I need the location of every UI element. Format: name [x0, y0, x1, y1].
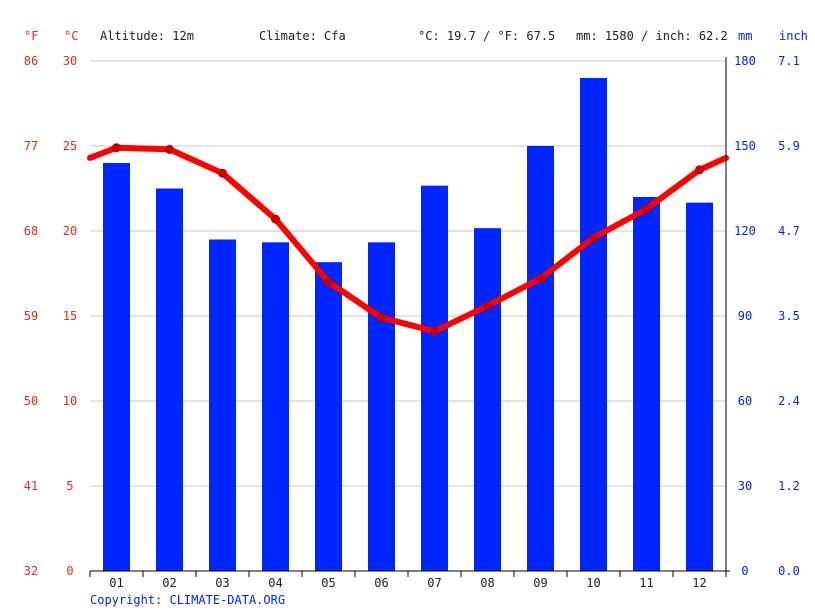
temperature-point — [112, 143, 121, 153]
fahrenheit-tick-label: 77 — [24, 139, 38, 153]
month-tick-label: 09 — [533, 576, 547, 590]
temperature-summary: °C: 19.7 / °F: 67.5 — [418, 29, 555, 43]
inch-tick-label: 3.5 — [778, 309, 800, 323]
inch-tick-label: 2.4 — [778, 394, 800, 408]
temperature-point — [218, 168, 227, 178]
mm-tick-label: 60 — [738, 394, 752, 408]
altitude-label: Altitude: 12m — [100, 29, 194, 43]
precipitation-bar — [633, 197, 660, 571]
month-tick-label: 12 — [692, 576, 706, 590]
precipitation-bar — [262, 242, 289, 572]
temperature-point — [536, 274, 545, 284]
fahrenheit-tick-label: 68 — [24, 224, 38, 238]
precipitation-bar — [580, 78, 607, 571]
celsius-tick-label: 15 — [63, 309, 77, 323]
precipitation-summary: mm: 1580 / inch: 62.2 — [576, 29, 728, 43]
axes — [89, 57, 730, 577]
mm-unit-label: mm — [738, 29, 752, 43]
precipitation-bar — [103, 163, 130, 571]
temperature-point — [695, 165, 704, 175]
precipitation-bar — [421, 185, 448, 571]
month-tick-label: 08 — [480, 576, 494, 590]
month-tick-label: 04 — [268, 576, 282, 590]
temperature-line — [87, 143, 729, 336]
month-tick-label: 10 — [586, 576, 600, 590]
inch-unit-label: inch — [779, 29, 808, 43]
temperature-series-line — [87, 144, 729, 335]
month-tick-label: 11 — [639, 576, 653, 590]
precipitation-bar — [315, 262, 342, 571]
precipitation-bar — [156, 188, 183, 571]
temperature-point — [483, 301, 492, 311]
fahrenheit-tick-label: 86 — [24, 54, 38, 68]
month-tick-label: 03 — [215, 576, 229, 590]
temperature-point — [324, 277, 333, 287]
temperature-point — [271, 214, 280, 224]
inch-tick-label: 1.2 — [778, 479, 800, 493]
celsius-unit-label: °C — [64, 29, 78, 43]
celsius-tick-label: 30 — [63, 54, 77, 68]
mm-tick-label: 90 — [738, 309, 752, 323]
month-tick-label: 02 — [162, 576, 176, 590]
precipitation-bar — [209, 239, 236, 571]
mm-tick-label: 180 — [734, 54, 756, 68]
precipitation-bar — [474, 228, 501, 571]
celsius-tick-label: 5 — [66, 479, 73, 493]
fahrenheit-tick-label: 50 — [24, 394, 38, 408]
temperature-point — [642, 204, 651, 214]
climate-label: Climate: Cfa — [259, 29, 346, 43]
temperature-point — [165, 144, 174, 154]
mm-tick-label: 150 — [734, 139, 756, 153]
tick-labels: 32 0 0 0.041 5 30 1.250 10 60 2.459 15 90 3.568 20 120… — [24, 54, 800, 590]
mm-tick-label: 0 — [741, 564, 748, 578]
celsius-tick-label: 20 — [63, 224, 77, 238]
celsius-tick-label: 25 — [63, 139, 77, 153]
fahrenheit-tick-label: 59 — [24, 309, 38, 323]
inch-tick-label: 0.0 — [778, 564, 800, 578]
precipitation-bars — [103, 78, 713, 572]
celsius-tick-label: 10 — [63, 394, 77, 408]
inch-tick-label: 4.7 — [778, 224, 800, 238]
month-tick-label: 01 — [109, 576, 123, 590]
fahrenheit-tick-label: 32 — [24, 564, 38, 578]
temperature-point — [430, 326, 439, 336]
precipitation-bar — [686, 202, 713, 571]
mm-tick-label: 30 — [738, 479, 752, 493]
celsius-tick-label: 0 — [66, 564, 73, 578]
temperature-point — [377, 313, 386, 323]
month-tick-label: 05 — [321, 576, 335, 590]
precipitation-bar — [368, 242, 395, 572]
month-tick-label: 06 — [374, 576, 388, 590]
grid-lines — [90, 60, 726, 487]
precipitation-bar — [527, 146, 554, 571]
fahrenheit-unit-label: °F — [24, 29, 38, 43]
month-tick-label: 07 — [427, 576, 441, 590]
inch-tick-label: 7.1 — [778, 54, 800, 68]
temperature-point — [589, 233, 598, 243]
inch-tick-label: 5.9 — [778, 139, 800, 153]
fahrenheit-tick-label: 41 — [24, 479, 38, 493]
mm-tick-label: 120 — [734, 224, 756, 238]
copyright-text: Copyright: CLIMATE-DATA.ORG — [90, 593, 285, 607]
